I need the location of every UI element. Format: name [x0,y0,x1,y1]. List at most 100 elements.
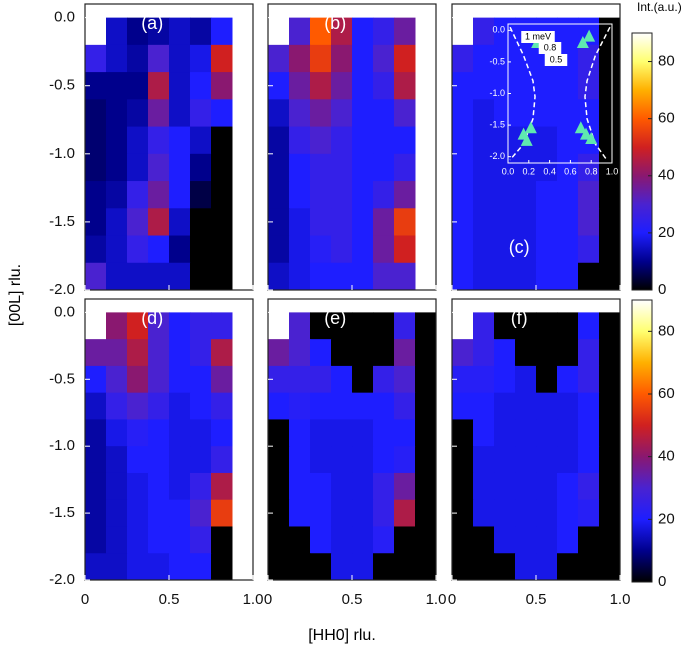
heatmap-cell [268,419,290,447]
heatmap-cell [473,499,495,527]
heatmap-cell [169,339,191,367]
heatmap-cell [106,235,128,264]
heatmap-cell [289,153,311,182]
colorbar-tick-label: 40 [658,167,675,184]
heatmap-cell [415,446,437,474]
x-tick-label: 0 [448,591,456,608]
heatmap-cell [331,44,353,73]
heatmap-cell [211,72,233,100]
heatmap-cell [599,208,621,237]
x-tick-label: 0 [264,591,272,608]
heatmap-cell [452,472,474,501]
heatmap-cell [190,72,212,100]
heatmap-cell [211,446,233,474]
heatmap-cell [106,553,128,581]
heatmap-cell [536,365,558,394]
inset-marker [576,35,589,48]
heatmap-cell [310,235,332,264]
heatmap-cell [536,126,558,155]
heatmap-cell [148,208,170,237]
heatmap-cell [85,472,107,501]
heatmap-cell [85,392,107,420]
panel-label: (a) [141,13,163,33]
heatmap-cell [394,17,416,46]
heatmap-cell [557,99,579,128]
heatmap-cell [473,262,495,291]
heatmap-cell [211,392,233,420]
heatmap-cell [106,472,128,501]
annotation-box [538,42,562,54]
heatmap-cell [515,446,537,474]
heatmap-cell [190,365,212,394]
heatmap-cell [599,99,621,128]
heatmap-cell [127,553,149,581]
heatmap-cell [85,262,107,291]
heatmap-cell [289,419,311,447]
annotation-text: 1 meV [525,31,551,41]
heatmap-cell [494,419,516,447]
heatmap-cell [599,44,621,73]
heatmap-cell [190,126,212,155]
heatmap-cell [169,312,191,340]
heatmap-cell [310,208,332,237]
heatmap-cell [473,235,495,264]
heatmap-cell [331,499,353,527]
heatmap-cell [268,339,290,367]
heatmap-cell [190,526,212,554]
heatmap-cell [268,181,290,209]
heatmap-cell [85,339,107,367]
heatmap-cell [211,17,233,46]
heatmap-cell [331,526,353,554]
x-tick-label: 0.5 [342,591,363,608]
heatmap-cell [415,472,437,501]
heatmap-cell [352,262,374,291]
heatmap-cell [494,181,516,209]
heatmap-cell [373,99,395,128]
heatmap-cell [148,553,170,581]
heatmap-cell [515,153,537,182]
heatmap-cell [127,262,149,291]
y-tick-label: -1.5 [49,213,75,230]
heatmap-cell [494,208,516,237]
heatmap-cell [127,17,149,46]
heatmap-cell [268,44,290,73]
heatmap-cell [473,472,495,501]
inset-marker [520,133,533,146]
heatmap-cell [352,553,374,581]
heatmap-cell [211,312,233,340]
heatmap-cell [373,153,395,182]
heatmap-cell [578,235,600,264]
heatmap-cell [190,339,212,367]
heatmap-cell [599,446,621,474]
heatmap-cell [148,17,170,46]
heatmap-cell [106,262,128,291]
heatmap-cell [127,44,149,73]
panel-label: (c) [509,237,530,257]
heatmap-cell [494,392,516,420]
heatmap-cell [394,312,416,340]
colorbar-tick-label: 40 [658,448,675,465]
heatmap-cell [373,17,395,46]
heatmap-cell [515,72,537,100]
heatmap-cell [331,262,353,291]
heatmap-cell [578,262,600,291]
heatmap-cell [310,17,332,46]
heatmap-cell [169,235,191,264]
heatmap-cell [578,419,600,447]
heatmap-cell [536,553,558,581]
inset-annotation: 0.8 [538,42,562,54]
heatmap-cell [190,99,212,128]
heatmap-cell [373,499,395,527]
colorbar-tick-label: 60 [658,385,675,402]
heatmap-cell [268,235,290,264]
heatmap-cell [106,99,128,128]
y-tick-label: 0.0 [54,9,75,26]
heatmap-cell [352,153,374,182]
heatmap-cell [373,44,395,73]
heatmap-cell [515,365,537,394]
heatmap-cell [289,365,311,394]
heatmap-cell [452,153,474,182]
inset-y-tick-label: -1.0 [489,88,505,98]
heatmap-cell [148,419,170,447]
y-tick-label: -0.5 [49,370,75,387]
